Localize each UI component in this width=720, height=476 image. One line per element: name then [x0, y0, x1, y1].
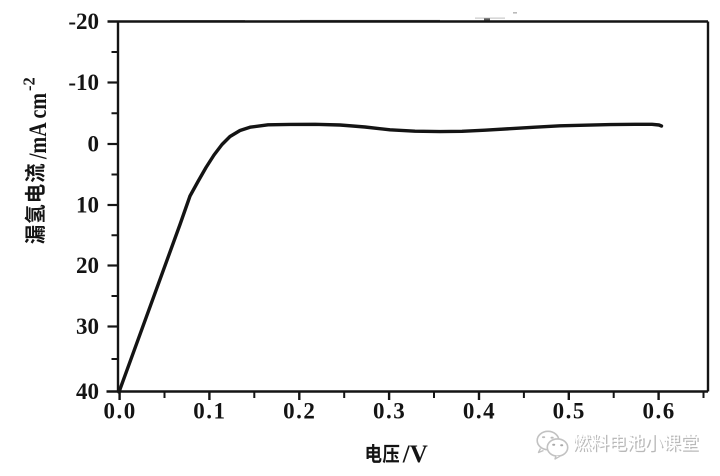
svg-text:-10: -10 [68, 70, 99, 95]
svg-text:0.1: 0.1 [193, 399, 226, 424]
svg-text:0.6: 0.6 [642, 399, 675, 424]
svg-text:-20: -20 [68, 9, 99, 34]
svg-text:10: 10 [76, 193, 99, 218]
svg-text:0.3: 0.3 [373, 399, 406, 424]
svg-text:/mA cm: /mA cm [24, 93, 52, 160]
svg-text:30: 30 [76, 314, 99, 339]
svg-text:40: 40 [76, 379, 99, 404]
svg-text:0.2: 0.2 [283, 399, 316, 424]
svg-text:0.4: 0.4 [463, 399, 496, 424]
svg-text:/V: /V [402, 441, 428, 468]
svg-text:20: 20 [76, 253, 99, 278]
svg-text:-2: -2 [20, 77, 39, 91]
svg-text:0: 0 [88, 132, 100, 157]
svg-text:0.5: 0.5 [553, 399, 586, 424]
svg-text:0.0: 0.0 [103, 399, 136, 424]
